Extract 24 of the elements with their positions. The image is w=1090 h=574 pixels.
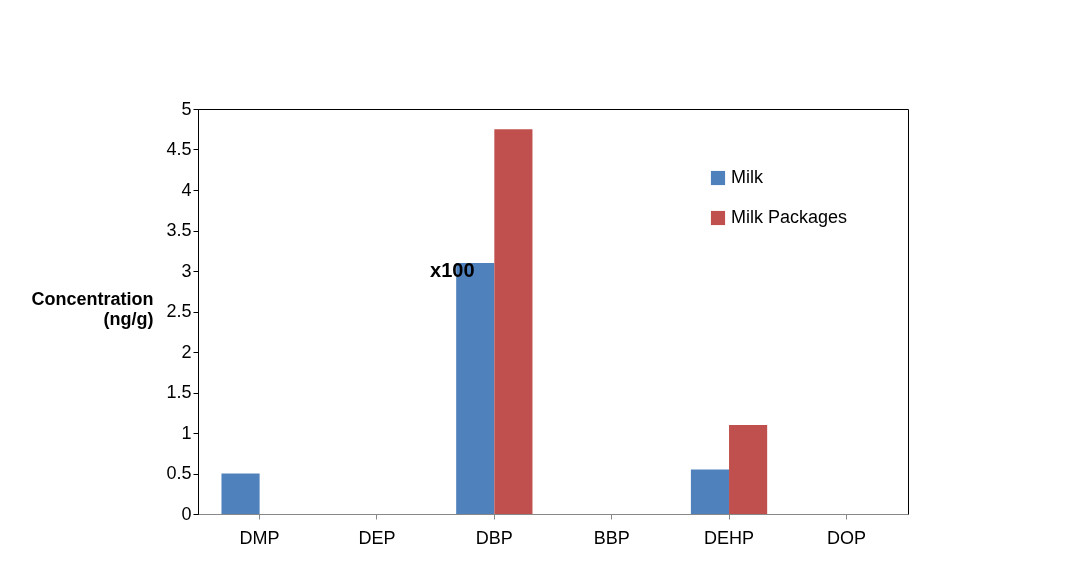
y-tick-label: 3.5 xyxy=(166,220,192,240)
y-axis-title: Concentration (ng/g) xyxy=(31,288,154,329)
y-tick-label: 0 xyxy=(181,503,192,524)
bar xyxy=(690,469,730,514)
y-tick-label: 0.5 xyxy=(166,463,192,483)
bar xyxy=(729,424,768,514)
y-tick-label: 1.5 xyxy=(166,382,192,402)
y-tick-label: 5 xyxy=(181,98,192,119)
x-tick-label: DMP xyxy=(239,527,280,548)
x-tick-label: BBP xyxy=(593,527,630,548)
legend-label: Milk Packages xyxy=(731,207,848,227)
bar xyxy=(494,129,533,514)
legend-label: Milk xyxy=(731,167,764,187)
bar xyxy=(221,473,260,514)
x-tick-label: DOP xyxy=(826,527,866,548)
y-tick-label: 4 xyxy=(181,179,192,200)
x-tick-label: DEHP xyxy=(704,527,755,548)
y-tick-label: 3 xyxy=(181,260,192,281)
x-tick-label: DBP xyxy=(475,527,513,548)
y-tick-label: 2.5 xyxy=(166,301,192,321)
y-tick-label: 2 xyxy=(181,341,192,362)
x-tick-label: DEP xyxy=(358,527,396,548)
y-tick-label: 1 xyxy=(181,422,192,443)
y-tick-label: 4.5 xyxy=(166,139,192,159)
